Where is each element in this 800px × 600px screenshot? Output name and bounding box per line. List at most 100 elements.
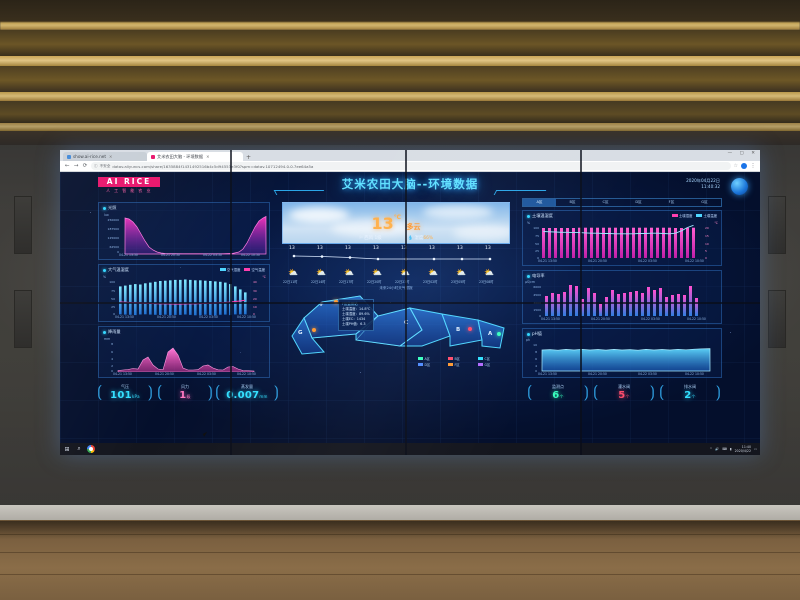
zone-label-F[interactable]: F [320, 302, 324, 308]
y-tick: 0 [539, 314, 541, 318]
globe-icon [731, 178, 748, 195]
forward-icon[interactable]: → [73, 163, 79, 169]
stat-value: 0.007mm [226, 390, 268, 401]
tray-expand-icon[interactable]: ^ [709, 447, 713, 451]
profile-avatar[interactable] [741, 163, 747, 169]
y-axis-unit: ph [526, 338, 531, 342]
tab-zone-C[interactable]: C区 [602, 200, 609, 204]
forecast-temp: 13 [289, 246, 295, 251]
panel-title-text: 大气温湿度 [108, 267, 129, 272]
legend-item: D区 [418, 362, 442, 367]
y-tick: 25 [111, 305, 115, 309]
stat-value: 1级 [179, 390, 191, 401]
search-icon[interactable]: ⌕ [77, 445, 81, 452]
y-tick: 4 [111, 357, 113, 361]
partly-cloudy-icon: ⛅ [372, 268, 382, 277]
window-controls[interactable]: — ▢ ✕ [727, 151, 758, 156]
x-tick: 04-22 10:50 [685, 372, 704, 376]
forecast-time: 22日11时 [283, 280, 298, 284]
logo-subtitle: 人 工 智 能 农 业 [106, 187, 152, 193]
panel-conductivity: 电导率 μS/cm 6000 4500 3000 1500 0 [522, 270, 722, 324]
network-icon[interactable]: ⌨ [722, 447, 727, 451]
speaker-icon[interactable]: 🔊 [715, 447, 720, 451]
notification-icon[interactable]: ▭ [753, 447, 757, 451]
back-icon[interactable]: ← [64, 163, 70, 169]
stat-value: 5个 [618, 390, 630, 401]
x-tick: 04-22 10:50 [687, 317, 706, 321]
url-text: datav.aliyuncs.com/share/1635884f1431492… [112, 163, 314, 169]
site-info-icon[interactable]: ⓘ [94, 163, 98, 168]
y-tick-right: 30 [253, 289, 257, 293]
y-axis-unit-left: % [103, 275, 107, 279]
tab-title: 艾米农田大脑 - 环境数据 [157, 153, 204, 159]
y-tick: 2 [111, 364, 113, 368]
tab-zone-B[interactable]: B区 [569, 200, 576, 204]
x-tick: 04-21 20:50 [588, 259, 607, 263]
tab-zone-F[interactable]: F区 [668, 200, 675, 204]
windows-taskbar: ⊞ ⌕ ^ 🔊 ⌨ ▮ 11:40 2020/4/22 ▭ [60, 443, 760, 455]
chrome-icon[interactable] [87, 445, 95, 453]
sensor-marker-A[interactable] [497, 332, 501, 336]
bullet-icon [527, 332, 530, 336]
zone-label-B[interactable]: B [456, 327, 461, 333]
bookmark-icon[interactable]: ☆ [733, 163, 738, 169]
y-axis-unit-right: ℃ [714, 221, 718, 225]
ceiling-light-strip [0, 56, 800, 66]
legend-item: 土壤温度 [696, 213, 717, 218]
sensor-marker-G[interactable] [312, 328, 316, 332]
forecast-temp: 13 [485, 246, 491, 251]
ceiling-panel [0, 101, 800, 123]
tab-zone-A[interactable]: A区 [523, 199, 556, 206]
stat-value: 2个 [684, 390, 696, 401]
new-tab-button[interactable]: + [246, 154, 252, 161]
reload-icon[interactable]: ⟳ [82, 163, 88, 169]
y-tick: 250000 [107, 218, 119, 222]
taskbar-clock[interactable]: 11:40 2020/4/22 [735, 445, 751, 453]
panel-illumination: 光照 lux 250000 187500 125000 62500 0 [98, 202, 270, 260]
x-tick: 04-21 13:50 [541, 317, 560, 321]
legend-item: B区 [448, 356, 472, 361]
forecast-temp: 13 [429, 246, 435, 251]
tab-zone-D[interactable]: D区 [635, 200, 642, 204]
windows-start-icon[interactable]: ⊞ [64, 445, 70, 453]
y-tick: 75 [111, 289, 115, 293]
x-tick: 04-22 03:50 [638, 259, 657, 263]
zone-label-G[interactable]: G [298, 330, 303, 336]
map-tooltip: F区监测站 土壤温度：14.8℃ 土壤湿度：89.6% 土壤EC：1434 土壤… [338, 299, 375, 331]
x-tick: 04-21 20:50 [588, 372, 607, 376]
tooltip-title: F区监测站 [342, 302, 358, 306]
forecast-time: 22日17时 [339, 280, 354, 284]
menu-icon[interactable]: ⋮ [750, 163, 756, 169]
illumination-area-chart [124, 215, 267, 255]
stat-evaporation: ⟮ ⟯ 蒸发量 0.007mm [215, 382, 279, 402]
browser-tab[interactable]: show.ai-rice.net ✕ [63, 152, 147, 161]
tab-zone-G[interactable]: G区 [701, 200, 708, 204]
browser-tab[interactable]: 艾米农田大脑 - 环境数据 ✕ [147, 152, 243, 161]
floor-shadow [0, 521, 800, 539]
address-bar[interactable]: ⓘ 不安全 datav.aliyuncs.com/share/1635884f1… [91, 162, 731, 170]
battery-icon[interactable]: ▮ [729, 447, 732, 451]
x-tick: 04-22 03:50 [638, 372, 657, 376]
x-tick: 04-21 20:50 [155, 372, 174, 376]
brand-logo: AI RICE 人 工 智 能 农 业 [98, 177, 160, 194]
forecast-time: 23日08时 [479, 280, 494, 284]
sensor-marker-B[interactable] [468, 327, 472, 331]
partly-cloudy-icon: ⛅ [400, 268, 410, 277]
y-axis-unit-left: % [527, 221, 531, 225]
baseboard [0, 505, 800, 521]
current-temperature: 13℃ 多云 [371, 214, 421, 233]
zone-label-A[interactable]: A [488, 331, 493, 337]
bullet-icon [103, 206, 106, 210]
panel-title: 电导率 [527, 273, 545, 279]
tooltip-row: 土壤温度：14.8℃ [342, 307, 371, 312]
stat-value: 101kPa [110, 390, 140, 401]
y-tick: 0 [111, 369, 113, 373]
stat-drain-valves: ⟮ ⟯ 排水阀 2个 [659, 382, 721, 402]
x-tick: 04-22 03:50 [199, 315, 218, 319]
y-tick-right: 0 [705, 256, 707, 260]
bullet-icon [527, 214, 530, 218]
y-tick-right: 15 [705, 234, 709, 238]
tab-close-icon[interactable]: ✕ [206, 154, 210, 159]
tab-close-icon[interactable]: ✕ [108, 154, 113, 159]
y-tick: 6000 [533, 285, 541, 289]
